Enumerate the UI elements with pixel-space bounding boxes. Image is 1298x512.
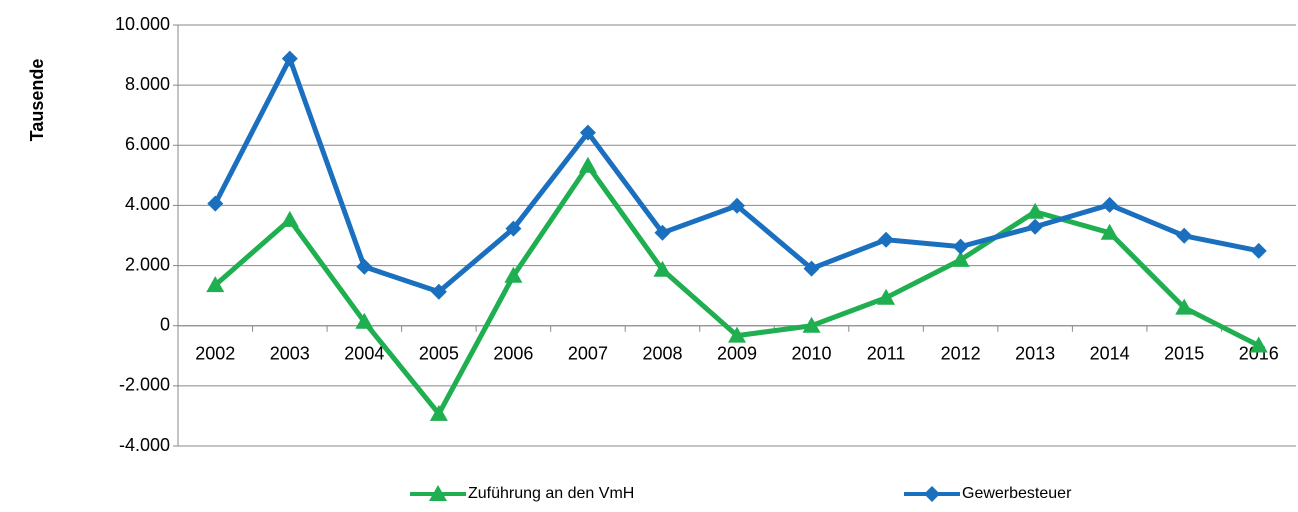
x-tick-label: 2013 (1015, 343, 1055, 363)
data-point (355, 312, 374, 329)
legend-marker (924, 486, 940, 502)
x-tick-label: 2008 (642, 343, 682, 363)
data-point (654, 224, 671, 241)
data-point (356, 258, 373, 275)
data-point (728, 326, 746, 343)
data-point (1027, 218, 1044, 235)
x-tick-label: 2006 (493, 343, 533, 363)
data-point (206, 276, 225, 293)
x-tick-label: 2016 (1239, 343, 1279, 363)
data-point (578, 156, 597, 173)
x-tick-label: 2014 (1090, 343, 1130, 363)
data-point (1026, 202, 1045, 219)
data-point (877, 288, 896, 305)
data-point (504, 266, 523, 283)
x-tick-label: 2015 (1164, 343, 1204, 363)
data-point (280, 210, 299, 227)
x-tick-label: 2010 (792, 343, 832, 363)
data-point (729, 197, 745, 214)
legend-marker (429, 485, 447, 501)
y-tick-label: -2.000 (119, 375, 170, 395)
x-tick-label: 2009 (717, 343, 757, 363)
legend-label: Gewerbesteuer (962, 485, 1072, 502)
data-point (878, 231, 895, 248)
data-point (1176, 227, 1193, 244)
data-point (430, 283, 447, 300)
y-tick-label: 8.000 (125, 74, 170, 94)
x-tick-label: 2005 (419, 343, 459, 363)
y-tick-label: 6.000 (125, 134, 170, 154)
data-point (951, 250, 970, 267)
y-tick-label: 2.000 (125, 254, 170, 274)
y-tick-label: 0 (160, 314, 170, 334)
data-point (1101, 196, 1118, 213)
data-point (1250, 242, 1267, 259)
data-point (1249, 336, 1268, 353)
series-line (213, 56, 1260, 295)
data-point (429, 404, 448, 421)
x-tick-label: 2003 (270, 343, 310, 363)
data-point (579, 124, 596, 141)
x-tick-label: 2004 (344, 343, 384, 363)
data-point (1175, 298, 1194, 315)
data-point (952, 238, 969, 255)
data-point (505, 220, 522, 237)
x-tick-label: 2012 (941, 343, 981, 363)
y-tick-label: 4.000 (125, 194, 170, 214)
data-point (281, 50, 298, 67)
y-tick-label: 10.000 (115, 14, 170, 34)
y-tick-label: -4.000 (119, 435, 170, 455)
y-axis-title: Tausende (27, 59, 47, 142)
data-point (802, 316, 821, 333)
x-tick-label: 2011 (867, 343, 906, 363)
data-point (653, 260, 672, 277)
x-tick-label: 2007 (568, 343, 608, 363)
data-point (803, 260, 820, 277)
x-tick-label: 2002 (195, 343, 235, 363)
data-point (1100, 223, 1119, 240)
legend-label: Zuführung an den VmH (468, 485, 634, 502)
data-point (207, 195, 224, 212)
